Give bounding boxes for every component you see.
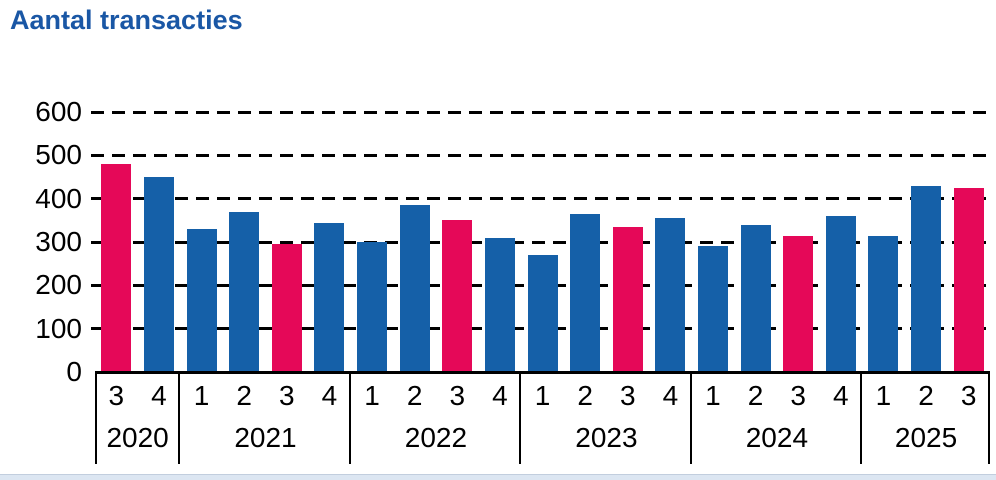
bar-2024-Q1 — [697, 246, 728, 372]
group-separator — [178, 371, 181, 464]
bar-2023-Q3 — [612, 226, 643, 372]
year-label-2025: 2025 — [894, 422, 958, 453]
bar-2024-Q4 — [825, 216, 856, 372]
quarter-label-2021-Q3: 3 — [278, 380, 295, 411]
year-label-2024: 2024 — [745, 422, 809, 453]
gridline-400 — [91, 197, 990, 201]
gridline-600 — [91, 110, 990, 114]
bar-2024-Q3 — [783, 235, 814, 372]
quarter-label-2022-Q3: 3 — [449, 380, 466, 411]
bar-2025-Q1 — [868, 235, 899, 372]
bar-2023-Q4 — [655, 218, 686, 372]
quarter-label-2025-Q1: 1 — [875, 380, 892, 411]
quarter-label-2021-Q4: 4 — [321, 380, 338, 411]
quarter-label-2024-Q1: 1 — [705, 380, 721, 411]
quarter-label-2024-Q3: 3 — [790, 380, 806, 411]
quarter-label-2025-Q3: 3 — [960, 380, 977, 411]
y-tick-label-500: 500 — [35, 139, 82, 171]
quarter-label-2025-Q2: 2 — [918, 380, 934, 411]
quarter-label-2020-Q3: 3 — [108, 380, 125, 411]
plot-area — [91, 110, 990, 372]
group-separator — [988, 371, 990, 464]
bar-2021-Q2 — [229, 211, 260, 372]
bar-2020-Q3 — [101, 164, 132, 372]
group-separator — [95, 371, 97, 464]
quarter-label-2022-Q2: 2 — [406, 380, 423, 411]
y-tick-label-300: 300 — [35, 226, 82, 257]
quarter-label-2022-Q1: 1 — [364, 380, 380, 411]
bar-2022-Q4 — [484, 237, 515, 372]
chart-title: Aantal transacties — [10, 5, 243, 35]
bar-2025-Q2 — [911, 185, 942, 372]
bar-2020-Q4 — [143, 177, 174, 372]
y-tick-label-100: 100 — [35, 312, 82, 344]
group-separator — [519, 371, 522, 464]
bar-2024-Q2 — [740, 224, 771, 372]
quarter-label-2023-Q1: 1 — [534, 380, 551, 411]
quarter-label-2023-Q3: 3 — [619, 380, 636, 411]
quarter-label-2023-Q2: 2 — [577, 380, 593, 411]
gridline-500 — [91, 153, 990, 157]
quarter-label-2022-Q4: 4 — [492, 380, 508, 411]
y-tick-label-400: 400 — [35, 182, 82, 214]
quarter-label-2021-Q2: 2 — [236, 380, 252, 411]
bar-2021-Q4 — [314, 222, 345, 372]
bar-2022-Q1 — [357, 242, 388, 372]
year-label-2021: 2021 — [234, 422, 297, 453]
year-label-2022: 2022 — [404, 422, 468, 453]
year-label-2020: 2020 — [106, 422, 169, 453]
bar-2023-Q1 — [527, 255, 558, 372]
bottom-divider — [0, 474, 996, 480]
bar-2025-Q3 — [953, 187, 984, 372]
y-tick-label-200: 200 — [35, 269, 82, 301]
y-tick-label-600: 600 — [35, 96, 82, 127]
group-separator — [860, 371, 863, 464]
group-separator — [689, 371, 692, 464]
year-label-2023: 2023 — [575, 422, 638, 453]
gridline-300 — [91, 240, 990, 244]
y-tick-label-0: 0 — [66, 356, 82, 387]
x-axis-line — [95, 371, 990, 374]
quarter-label-2020-Q4: 4 — [151, 380, 167, 411]
bar-2022-Q3 — [442, 220, 473, 372]
bar-2022-Q2 — [399, 205, 430, 372]
bar-2021-Q3 — [271, 244, 302, 372]
group-separator — [348, 371, 351, 464]
quarter-label-2024-Q2: 2 — [747, 380, 764, 411]
bar-2023-Q2 — [570, 213, 601, 372]
quarter-label-2021-Q1: 1 — [193, 380, 210, 411]
quarter-label-2023-Q4: 4 — [662, 380, 679, 411]
quarter-label-2024-Q4: 4 — [833, 380, 849, 411]
bar-2021-Q1 — [186, 229, 217, 372]
